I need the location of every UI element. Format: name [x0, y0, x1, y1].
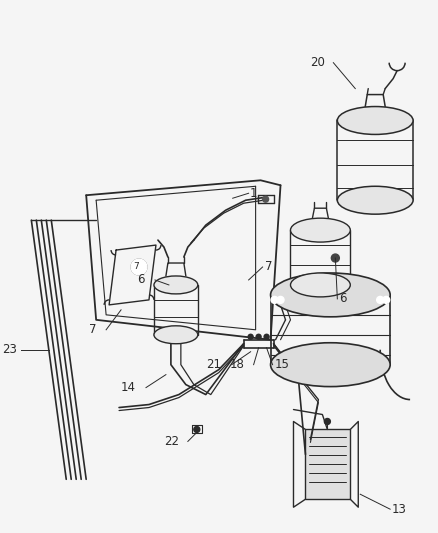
Circle shape — [262, 196, 268, 202]
Text: 15: 15 — [274, 358, 289, 371]
Text: 7: 7 — [88, 324, 96, 336]
Ellipse shape — [270, 343, 389, 386]
Text: 22: 22 — [163, 435, 178, 448]
Circle shape — [382, 296, 389, 303]
Text: 7: 7 — [264, 261, 272, 273]
Ellipse shape — [336, 186, 412, 214]
Text: 23: 23 — [3, 343, 18, 356]
Text: 1: 1 — [249, 187, 257, 200]
Ellipse shape — [290, 273, 350, 297]
Ellipse shape — [154, 276, 198, 294]
Circle shape — [276, 296, 283, 303]
Bar — [305, 430, 350, 499]
Text: 6: 6 — [137, 273, 145, 286]
Circle shape — [324, 418, 330, 424]
Circle shape — [131, 259, 147, 275]
Circle shape — [255, 334, 261, 340]
Circle shape — [247, 334, 253, 340]
Text: 7: 7 — [133, 262, 138, 271]
Text: 20: 20 — [310, 56, 325, 69]
Text: 21: 21 — [205, 358, 220, 371]
Ellipse shape — [290, 218, 350, 242]
Circle shape — [193, 426, 199, 432]
Text: 14: 14 — [121, 381, 136, 394]
Circle shape — [264, 334, 268, 340]
Circle shape — [376, 296, 383, 303]
Ellipse shape — [270, 273, 389, 317]
Circle shape — [331, 254, 339, 262]
Ellipse shape — [336, 107, 412, 134]
Text: 18: 18 — [229, 358, 244, 371]
Ellipse shape — [154, 326, 198, 344]
Circle shape — [270, 296, 277, 303]
Text: 13: 13 — [391, 503, 406, 516]
Text: 6: 6 — [339, 293, 346, 305]
